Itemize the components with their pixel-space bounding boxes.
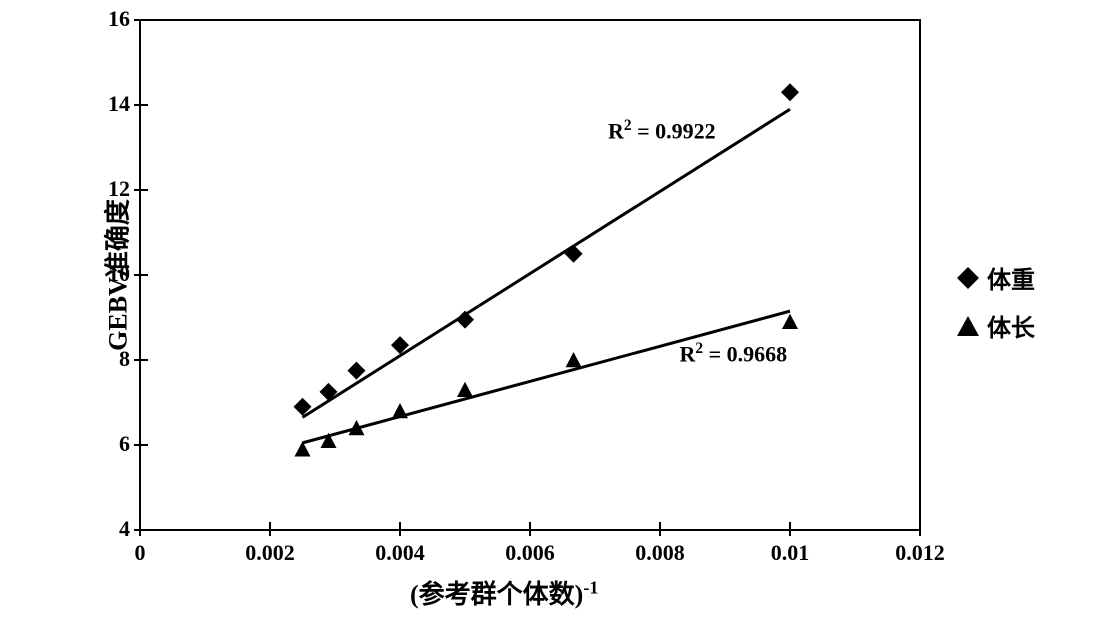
y-tick-label: 8 xyxy=(80,346,130,372)
r2-label: R2 = 0.9668 xyxy=(680,340,788,367)
triangle-icon xyxy=(955,313,981,339)
y-tick-label: 16 xyxy=(80,6,130,32)
r2-label: R2 = 0.9922 xyxy=(608,117,716,144)
x-tick-label: 0 xyxy=(90,540,190,566)
legend-item: 体重 xyxy=(955,260,1035,295)
x-tick-label: 0.01 xyxy=(740,540,840,566)
x-tick-label: 0.004 xyxy=(350,540,450,566)
y-tick-label: 4 xyxy=(80,516,130,542)
legend-label: 体重 xyxy=(987,260,1035,295)
y-tick-label: 12 xyxy=(80,176,130,202)
x-axis-title: (参考群个体数)-1 xyxy=(0,574,1112,611)
chart-container: GEBV准确度 (参考群个体数)-1 00.0020.0040.0060.008… xyxy=(0,0,1112,628)
x-axis-title-text: (参考群个体数)-1 xyxy=(410,580,598,609)
diamond-icon xyxy=(955,265,981,291)
legend-item: 体长 xyxy=(955,308,1035,343)
x-tick-label: 0.008 xyxy=(610,540,710,566)
x-tick-label: 0.006 xyxy=(480,540,580,566)
legend-label: 体长 xyxy=(987,308,1035,343)
y-tick-label: 6 xyxy=(80,431,130,457)
x-tick-label: 0.002 xyxy=(220,540,320,566)
chart-svg xyxy=(0,0,1112,628)
y-tick-label: 10 xyxy=(80,261,130,287)
x-tick-label: 0.012 xyxy=(870,540,970,566)
y-tick-label: 14 xyxy=(80,91,130,117)
